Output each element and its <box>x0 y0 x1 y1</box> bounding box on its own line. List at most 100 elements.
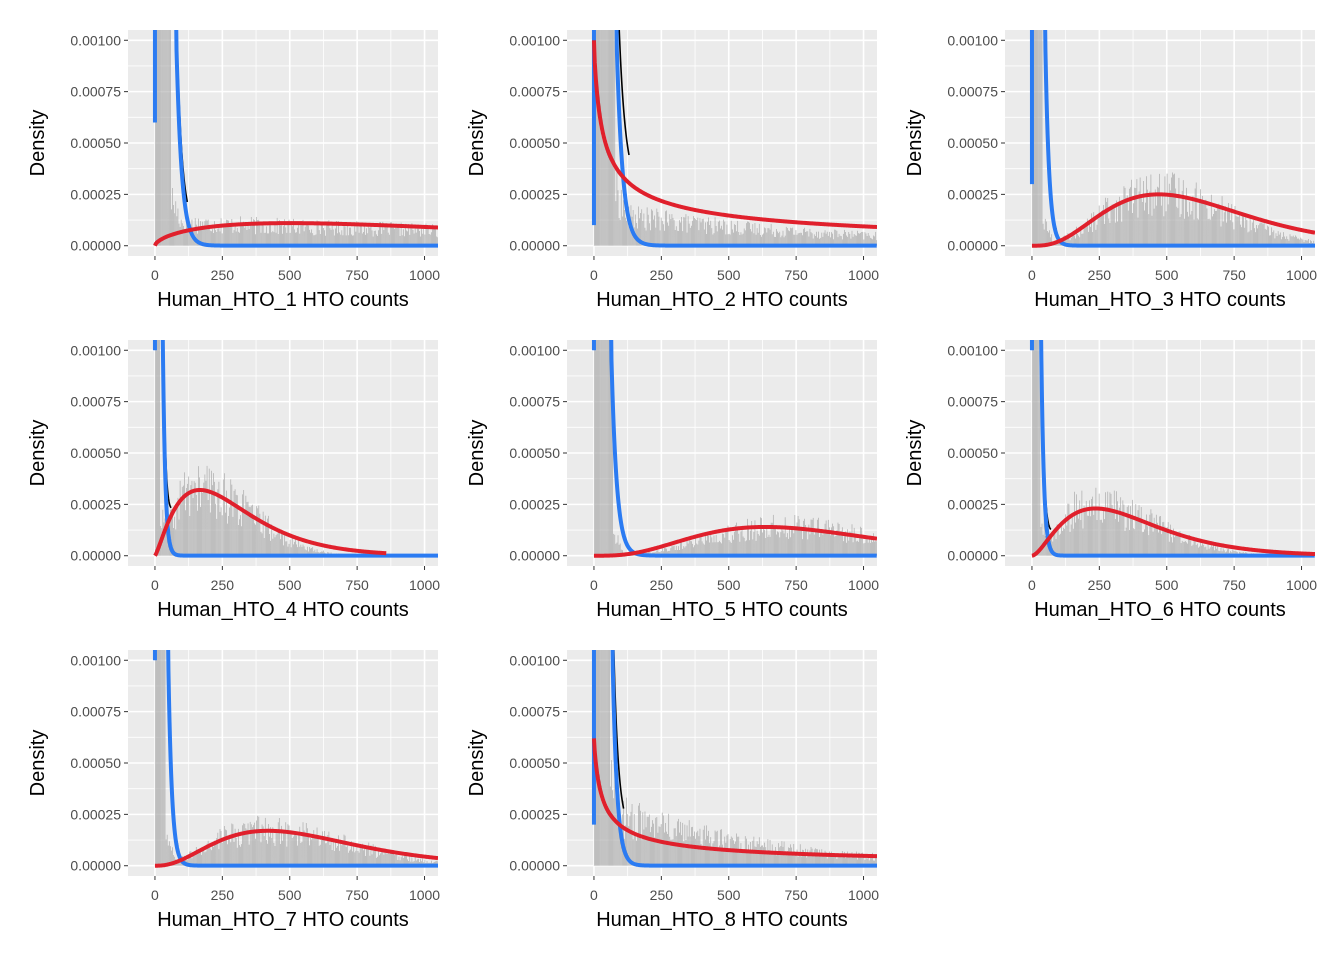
x-axis-title: Human_HTO_2 HTO counts <box>596 289 848 311</box>
x-tick-label: 750 <box>784 577 808 593</box>
y-tick-label: 0.00100 <box>509 32 560 48</box>
x-tick-label: 0 <box>1028 267 1036 283</box>
y-tick-label: 0.00000 <box>509 238 560 254</box>
x-tick-label: 250 <box>650 267 674 283</box>
x-tick-label: 0 <box>151 887 159 903</box>
x-tick-label: 250 <box>211 577 235 593</box>
x-tick-label: 0 <box>590 887 598 903</box>
x-tick-label: 0 <box>1028 577 1036 593</box>
x-tick-label: 500 <box>717 887 741 903</box>
y-tick-label: 0.00050 <box>70 135 121 151</box>
x-tick-label: 500 <box>717 577 741 593</box>
positive-density-curve <box>153 487 388 557</box>
y-tick-label: 0.00025 <box>70 186 121 202</box>
facet-panel-1: 0.00000 0.00025 0.00050 0.00075 0.00100 0 250 5… <box>27 30 440 311</box>
y-tick-label: 0.00025 <box>70 806 121 822</box>
x-tick-label: 750 <box>345 577 369 593</box>
x-tick-label: 750 <box>1222 577 1246 593</box>
y-tick-label: 0.00025 <box>509 496 560 512</box>
x-tick-label: 500 <box>278 577 302 593</box>
total-density-curve <box>618 30 630 156</box>
y-tick-label: 0.00025 <box>947 186 998 202</box>
y-tick-label: 0.00000 <box>947 548 998 564</box>
positive-density-curve <box>1030 192 1315 248</box>
x-tick-label: 250 <box>1088 577 1112 593</box>
y-tick-label: 0.00100 <box>947 32 998 48</box>
y-axis-title: Density <box>466 730 488 797</box>
facet-panel-4: 0.00000 0.00025 0.00050 0.00075 0.00100 0 250 5… <box>27 340 440 621</box>
facet-panel-3: 0.00000 0.00025 0.00050 0.00075 0.00100 0 250 5… <box>904 30 1317 311</box>
y-tick-label: 0.00100 <box>70 342 121 358</box>
y-tick-label: 0.00050 <box>70 445 121 461</box>
y-tick-label: 0.00075 <box>947 394 998 410</box>
x-tick-label: 500 <box>278 887 302 903</box>
y-tick-label: 0.00100 <box>70 652 121 668</box>
histogram-bars <box>1031 340 1315 556</box>
y-tick-label: 0.00025 <box>947 496 998 512</box>
x-tick-label: 1000 <box>848 267 879 283</box>
negative-density-curve <box>152 650 438 868</box>
y-tick-label: 0.00075 <box>70 84 121 100</box>
plot-area <box>591 650 877 868</box>
plot-area <box>591 30 877 248</box>
x-tick-label: 750 <box>784 267 808 283</box>
x-tick-label: 750 <box>345 887 369 903</box>
positive-density-curve <box>1030 506 1315 558</box>
y-tick-label: 0.00075 <box>509 704 560 720</box>
y-tick-label: 0.00025 <box>509 186 560 202</box>
negative-density-curve <box>1029 340 1315 558</box>
x-tick-label: 250 <box>650 887 674 903</box>
y-tick-label: 0.00075 <box>509 84 560 100</box>
positive-density-curve <box>153 828 438 868</box>
y-tick-label: 0.00000 <box>70 548 121 564</box>
x-tick-label: 1000 <box>409 887 440 903</box>
negative-density-curve <box>591 30 877 248</box>
y-tick-label: 0.00025 <box>509 806 560 822</box>
histogram-bars <box>1031 30 1315 246</box>
y-tick-label: 0.00050 <box>947 445 998 461</box>
x-tick-label: 1000 <box>848 887 879 903</box>
y-tick-label: 0.00000 <box>70 858 121 874</box>
positive-density-curve <box>153 221 438 247</box>
y-tick-label: 0.00050 <box>947 135 998 151</box>
x-axis-title: Human_HTO_5 HTO counts <box>596 599 848 621</box>
x-axis-title: Human_HTO_7 HTO counts <box>157 909 409 931</box>
x-tick-label: 750 <box>345 267 369 283</box>
x-tick-label: 750 <box>1222 267 1246 283</box>
x-tick-label: 1000 <box>1286 577 1317 593</box>
negative-density-curve <box>152 30 438 248</box>
x-tick-label: 500 <box>1155 577 1179 593</box>
x-tick-label: 1000 <box>409 577 440 593</box>
x-tick-label: 250 <box>211 267 235 283</box>
x-axis-title: Human_HTO_1 HTO counts <box>157 289 409 311</box>
x-tick-label: 1000 <box>409 267 440 283</box>
y-axis-title: Density <box>466 420 488 487</box>
y-tick-label: 0.00100 <box>509 342 560 358</box>
x-axis-title: Human_HTO_4 HTO counts <box>157 599 409 621</box>
y-tick-label: 0.00000 <box>509 548 560 564</box>
y-tick-label: 0.00100 <box>947 342 998 358</box>
x-tick-label: 500 <box>278 267 302 283</box>
plot-area <box>591 340 877 558</box>
plot-area <box>152 340 438 558</box>
positive-density-curve <box>591 738 877 859</box>
plot-area <box>1029 30 1315 248</box>
x-axis-title: Human_HTO_8 HTO counts <box>596 909 848 931</box>
y-tick-label: 0.00025 <box>70 496 121 512</box>
x-axis-title: Human_HTO_3 HTO counts <box>1034 289 1286 311</box>
x-tick-label: 1000 <box>1286 267 1317 283</box>
y-tick-label: 0.00000 <box>947 238 998 254</box>
plot-area <box>152 30 438 248</box>
x-tick-label: 750 <box>784 887 808 903</box>
y-tick-label: 0.00050 <box>509 445 560 461</box>
x-tick-label: 250 <box>1088 267 1112 283</box>
negative-density-curve <box>152 340 438 558</box>
histogram-bars <box>593 30 877 246</box>
x-axis-title: Human_HTO_6 HTO counts <box>1034 599 1286 621</box>
positive-density-curve <box>592 524 877 558</box>
x-tick-label: 0 <box>151 267 159 283</box>
y-axis-title: Density <box>904 110 926 177</box>
facet-panel-7: 0.00000 0.00025 0.00050 0.00075 0.00100 0 250 5… <box>27 650 440 931</box>
y-tick-label: 0.00075 <box>509 394 560 410</box>
